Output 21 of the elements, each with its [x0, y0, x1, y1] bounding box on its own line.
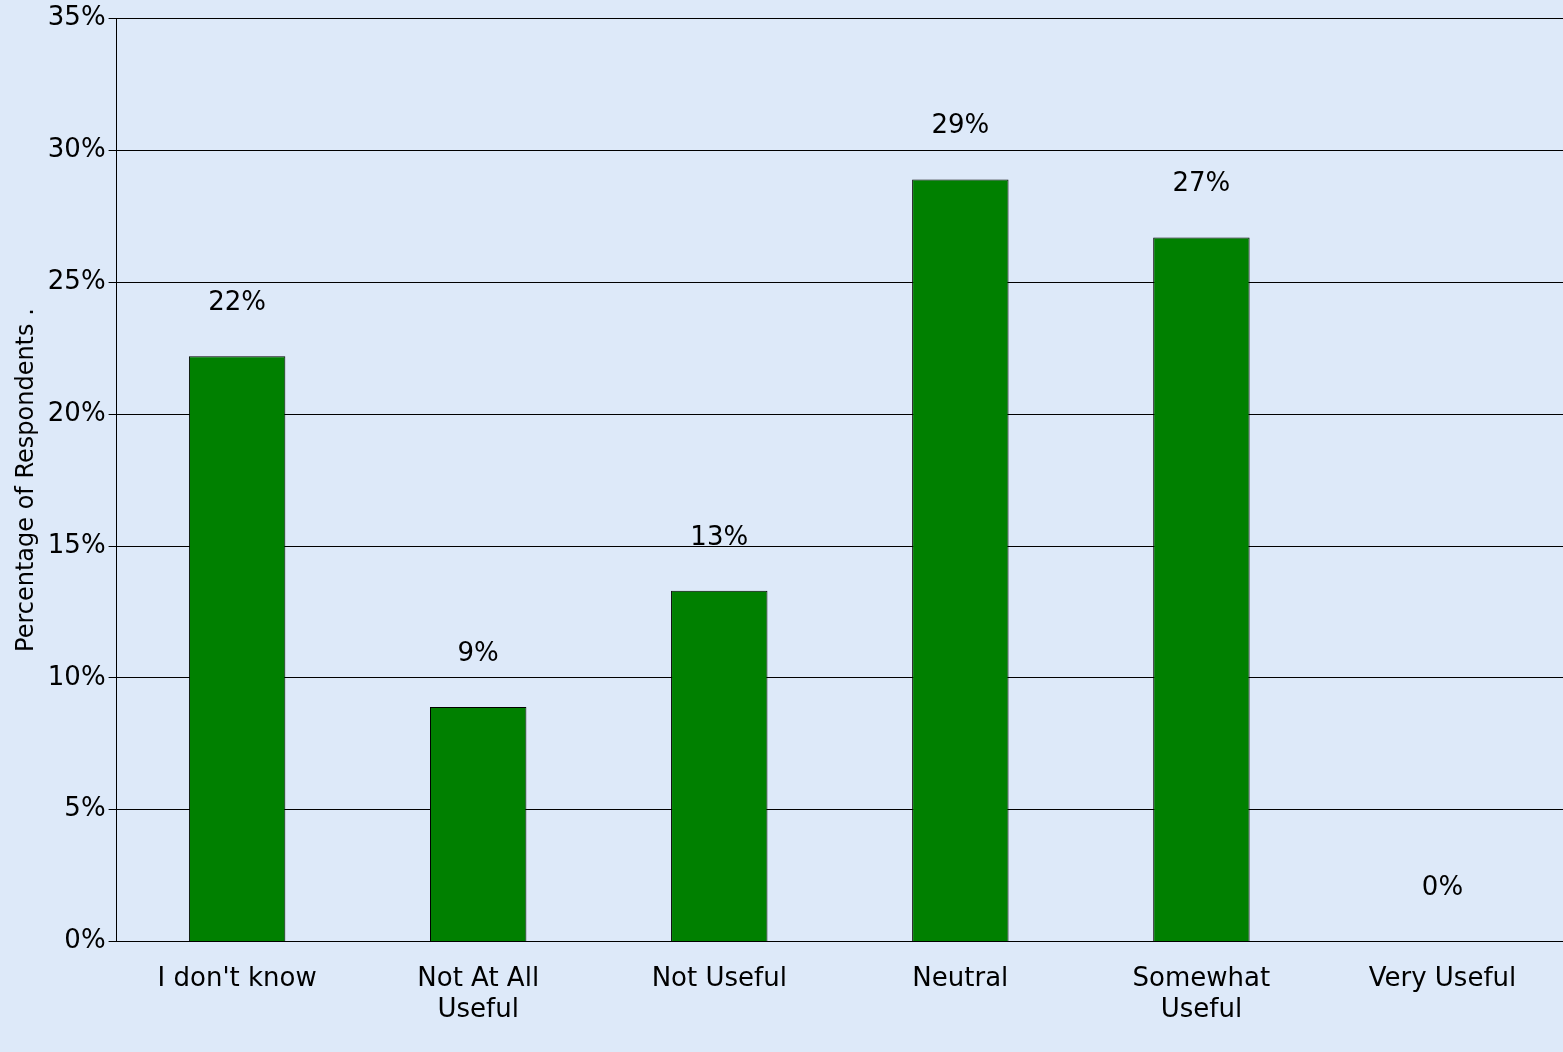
- data-label: 22%: [208, 285, 267, 316]
- x-tick-label: Not Useful: [651, 961, 787, 992]
- x-tick-label: Very Useful: [1368, 961, 1517, 992]
- y-tick-label: 20%: [47, 396, 106, 427]
- data-label: 0%: [1421, 871, 1464, 902]
- data-label: 13%: [690, 520, 749, 551]
- x-tick-label: Somewhat Useful: [1132, 961, 1271, 1024]
- data-label: 9%: [457, 636, 499, 667]
- y-tick-label: 35%: [47, 1, 106, 32]
- y-tick-label: 30%: [47, 133, 106, 164]
- x-tick-label: Neutral: [912, 961, 1009, 992]
- x-tick-label: I don't know: [157, 961, 317, 992]
- y-tick-label: 10%: [47, 660, 106, 691]
- y-tick-label: 25%: [47, 265, 106, 296]
- x-tick-label: Not At All Useful: [417, 961, 540, 1024]
- data-label: 29%: [931, 109, 990, 140]
- y-tick-label: 15%: [47, 528, 106, 559]
- data-label: 27%: [1172, 167, 1231, 198]
- y-axis-title: Percentage of Respondents .: [10, 308, 39, 652]
- y-tick-label: 0%: [64, 924, 106, 955]
- y-tick-label: 5%: [64, 792, 106, 823]
